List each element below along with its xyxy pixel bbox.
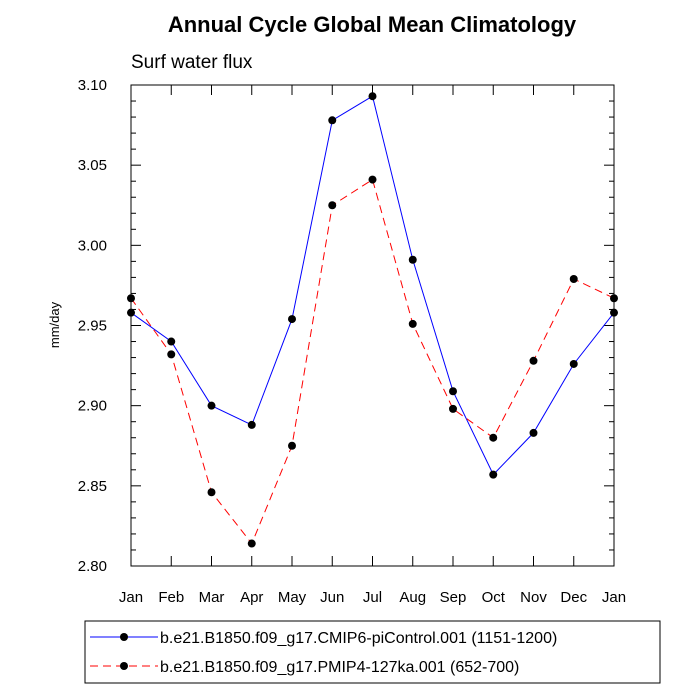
series-1-point: [569, 359, 578, 368]
legend-box: [84, 620, 661, 684]
x-tick-label: Jan: [119, 589, 143, 606]
legend-label-series-1: b.e21.B1850.f09_g17.CMIP6-piControl.001 …: [160, 630, 557, 647]
x-tick-label: Jan: [602, 589, 626, 606]
series-line-1: [130, 95, 615, 476]
series-2-point: [328, 201, 337, 210]
x-tick-label: Feb: [158, 589, 184, 606]
legend-label-series-2: b.e21.B1850.f09_g17.PMIP4-127ka.001 (652…: [160, 659, 519, 676]
x-tick-label: May: [278, 589, 307, 606]
x-tick-label: Jul: [363, 589, 382, 606]
series-1-point: [167, 337, 176, 346]
x-tick-label: Dec: [560, 589, 587, 606]
plot-frame: [130, 84, 615, 567]
y-tick-label: 3.05: [78, 157, 107, 174]
series-2-point: [449, 404, 457, 413]
legend: b.e21.B1850.f09_g17.CMIP6-piControl.001 …: [84, 620, 661, 684]
x-tick-label: Jun: [320, 589, 344, 606]
series-2-point: [569, 275, 578, 284]
series-1-point: [247, 420, 256, 429]
x-tick-label: Mar: [199, 589, 225, 606]
series-1-point: [408, 255, 417, 264]
legend-marker-series-1: [120, 633, 128, 641]
series-2-point: [167, 350, 176, 359]
y-tick-label: 2.90: [78, 398, 107, 415]
series-2-point: [408, 319, 417, 328]
x-tick-label: Oct: [482, 589, 506, 606]
series-1-point: [489, 470, 498, 479]
series-2-point: [247, 539, 256, 548]
y-axis-label: mm/day: [47, 301, 62, 348]
series-2-point: [288, 441, 296, 450]
y-tick-label: 2.85: [78, 478, 107, 495]
series-2-point: [127, 294, 135, 303]
series-1-point: [328, 116, 337, 125]
series-line-2: [130, 178, 615, 545]
series-2-point: [529, 356, 538, 365]
series-2-point: [610, 294, 618, 303]
series-1-point: [610, 308, 618, 317]
x-tick-label: Apr: [240, 589, 263, 606]
series-1-point: [368, 92, 377, 101]
x-tick-label: Sep: [440, 589, 467, 606]
series-2-point: [489, 433, 498, 442]
legend-marker-series-2: [120, 662, 128, 670]
series-2-point: [368, 175, 377, 184]
x-tick-label: Aug: [399, 589, 426, 606]
series-1-point: [127, 308, 135, 317]
series-1-point: [529, 428, 538, 437]
y-tick-label: 3.00: [78, 237, 107, 254]
series-1-point: [207, 401, 216, 410]
y-tick-label: 2.80: [78, 558, 107, 575]
chart-title: Annual Cycle Global Mean Climatology: [168, 12, 577, 37]
series-layer: [127, 92, 618, 548]
y-tick-label: 3.10: [78, 77, 107, 94]
y-tick-label: 2.95: [78, 318, 107, 335]
chart-subtitle: Surf water flux: [131, 52, 253, 73]
series-2-point: [207, 488, 216, 497]
series-1-point: [449, 387, 457, 396]
series-1-point: [288, 315, 296, 324]
ticks-layer: Jan Feb Mar Apr May Jun Jul Aug Sep Oct Nov Dec Jan 2…: [78, 77, 626, 606]
x-tick-label: Nov: [520, 589, 547, 606]
